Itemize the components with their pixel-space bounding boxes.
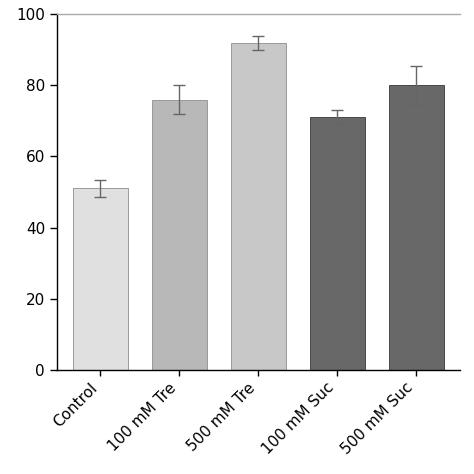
Bar bbox=[310, 118, 365, 370]
Bar bbox=[389, 85, 444, 370]
Bar bbox=[73, 189, 128, 370]
Bar bbox=[152, 100, 207, 370]
Bar bbox=[231, 43, 286, 370]
